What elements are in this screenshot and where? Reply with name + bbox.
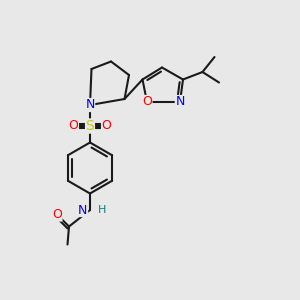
Text: N: N <box>78 203 88 217</box>
Text: H: H <box>98 205 106 215</box>
Text: N: N <box>175 95 185 109</box>
Text: N: N <box>85 98 95 112</box>
Text: O: O <box>142 95 152 109</box>
Text: S: S <box>85 119 94 133</box>
Text: O: O <box>52 208 62 221</box>
Text: O: O <box>102 119 111 133</box>
Text: O: O <box>69 119 78 133</box>
